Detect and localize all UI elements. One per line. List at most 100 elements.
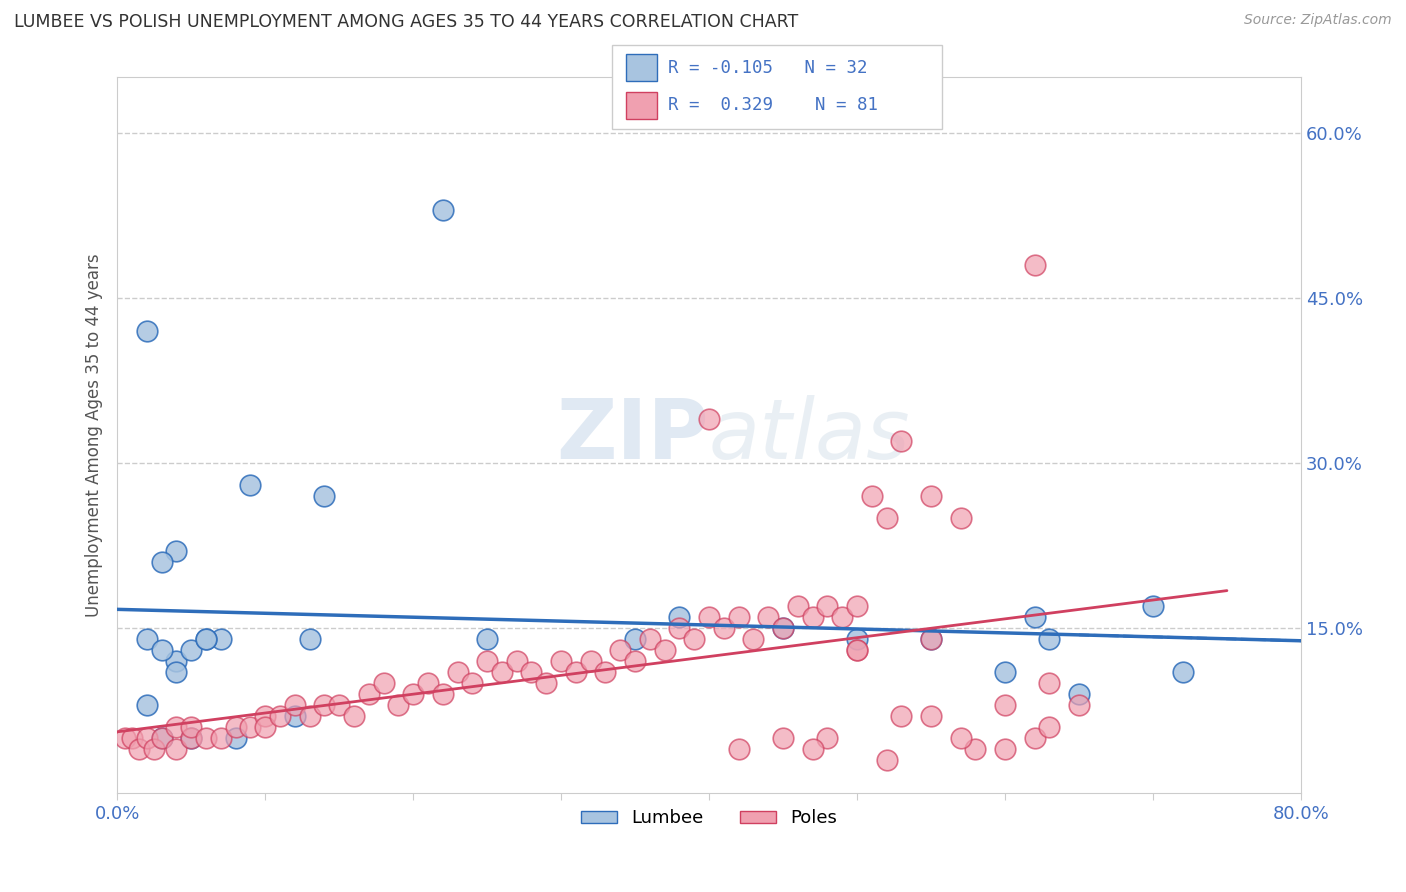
Point (165, 544, 187, 558)
Point (1038, 720, 1060, 734)
Point (194, 731, 217, 746)
Point (150, 731, 173, 746)
Point (727, 742, 749, 756)
Point (772, 621, 794, 635)
Point (772, 731, 794, 746)
Point (697, 412, 720, 426)
Point (846, 599, 869, 613)
Point (1024, 258, 1046, 272)
Point (772, 621, 794, 635)
Point (128, 742, 150, 756)
Point (668, 621, 690, 635)
Point (373, 676, 395, 690)
Point (121, 731, 143, 746)
Point (815, 731, 838, 746)
Point (180, 720, 202, 734)
Point (949, 511, 972, 525)
Point (1024, 610, 1046, 624)
Point (949, 731, 972, 746)
Point (668, 610, 690, 624)
Point (150, 731, 173, 746)
Point (298, 632, 321, 647)
Point (180, 731, 202, 746)
Text: atlas: atlas (709, 395, 911, 476)
Point (269, 709, 291, 723)
Point (876, 511, 898, 525)
Text: R =  0.329    N = 81: R = 0.329 N = 81 (668, 96, 877, 114)
Point (387, 698, 409, 713)
Point (239, 720, 262, 734)
Point (920, 632, 942, 647)
Point (475, 632, 498, 647)
Point (994, 665, 1017, 680)
Text: ZIP: ZIP (557, 395, 709, 476)
Point (994, 742, 1017, 756)
Point (314, 489, 336, 503)
Point (239, 478, 262, 492)
Point (550, 654, 572, 668)
Point (876, 753, 898, 767)
Point (284, 698, 307, 713)
Point (536, 676, 558, 690)
Point (713, 621, 735, 635)
Point (920, 632, 942, 647)
Point (475, 654, 498, 668)
Point (1024, 731, 1046, 746)
Point (890, 434, 912, 448)
Point (194, 632, 217, 647)
Point (742, 632, 765, 647)
Point (209, 632, 232, 647)
Point (846, 643, 869, 657)
Point (209, 731, 232, 746)
Point (846, 632, 869, 647)
Point (298, 709, 321, 723)
Text: LUMBEE VS POLISH UNEMPLOYMENT AMONG AGES 35 TO 44 YEARS CORRELATION CHART: LUMBEE VS POLISH UNEMPLOYMENT AMONG AGES… (14, 13, 799, 31)
Point (609, 643, 631, 657)
Point (595, 665, 617, 680)
Text: Source: ZipAtlas.com: Source: ZipAtlas.com (1244, 13, 1392, 28)
Point (135, 632, 157, 647)
Point (920, 489, 942, 503)
Point (1067, 687, 1090, 701)
Point (180, 643, 202, 657)
Point (180, 731, 202, 746)
Point (432, 687, 454, 701)
Point (994, 698, 1017, 713)
Point (579, 654, 602, 668)
Point (1067, 698, 1090, 713)
Point (1038, 632, 1060, 647)
Point (254, 709, 277, 723)
Point (135, 731, 157, 746)
Point (284, 709, 307, 723)
Point (1171, 665, 1194, 680)
Point (815, 599, 838, 613)
Point (831, 610, 853, 624)
Point (505, 654, 527, 668)
Point (114, 731, 136, 746)
Point (860, 489, 883, 503)
Point (432, 202, 454, 217)
Point (225, 720, 247, 734)
Point (446, 665, 468, 680)
Point (416, 676, 439, 690)
Text: R = -0.105   N = 32: R = -0.105 N = 32 (668, 59, 868, 77)
Point (520, 665, 543, 680)
Point (756, 610, 779, 624)
Point (890, 709, 912, 723)
Point (135, 324, 157, 338)
Point (150, 643, 173, 657)
Point (254, 720, 277, 734)
Point (801, 742, 824, 756)
Point (165, 665, 187, 680)
Point (491, 665, 513, 680)
Point (920, 709, 942, 723)
Point (150, 555, 173, 569)
Point (194, 632, 217, 647)
Point (343, 709, 366, 723)
Point (225, 731, 247, 746)
Point (683, 632, 706, 647)
Point (165, 654, 187, 668)
Point (357, 687, 380, 701)
Point (135, 698, 157, 713)
Point (565, 665, 588, 680)
